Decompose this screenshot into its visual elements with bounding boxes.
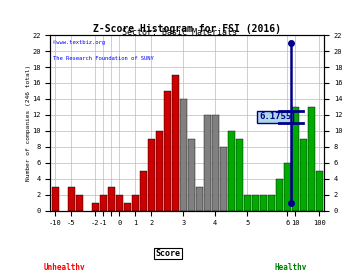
Bar	[284, 163, 291, 211]
Text: Score: Score	[156, 249, 181, 258]
Bar	[124, 202, 131, 211]
Text: 6.1755: 6.1755	[259, 112, 291, 122]
Bar	[292, 107, 298, 211]
Bar	[308, 107, 315, 211]
Bar	[76, 195, 82, 211]
Text: Unhealthy: Unhealthy	[43, 263, 85, 270]
Bar	[228, 131, 235, 211]
Bar	[212, 115, 219, 211]
Bar	[252, 195, 258, 211]
Bar	[196, 187, 203, 211]
Bar	[300, 139, 307, 211]
Bar	[244, 195, 251, 211]
Bar	[132, 195, 139, 211]
Bar	[180, 99, 186, 211]
Text: Healthy: Healthy	[275, 263, 307, 270]
Bar	[108, 187, 114, 211]
Bar	[236, 139, 243, 211]
Bar	[220, 147, 226, 211]
Bar	[268, 195, 275, 211]
Bar	[52, 187, 59, 211]
Bar	[188, 139, 195, 211]
Bar	[156, 131, 163, 211]
Title: Z-Score Histogram for FSI (2016): Z-Score Histogram for FSI (2016)	[93, 24, 281, 34]
Text: Sector: Basic Materials: Sector: Basic Materials	[122, 28, 238, 37]
Bar	[172, 75, 179, 211]
Bar	[116, 195, 123, 211]
Bar	[276, 179, 283, 211]
Bar	[100, 195, 107, 211]
Text: ©www.textbiz.org: ©www.textbiz.org	[53, 40, 105, 45]
Bar	[68, 187, 75, 211]
Y-axis label: Number of companies (246 total): Number of companies (246 total)	[26, 65, 31, 181]
Text: The Research Foundation of SUNY: The Research Foundation of SUNY	[53, 56, 154, 61]
Bar	[92, 202, 99, 211]
Bar	[204, 115, 211, 211]
Bar	[260, 195, 267, 211]
Bar	[164, 91, 171, 211]
Bar	[148, 139, 154, 211]
Bar	[316, 171, 323, 211]
Bar	[140, 171, 147, 211]
